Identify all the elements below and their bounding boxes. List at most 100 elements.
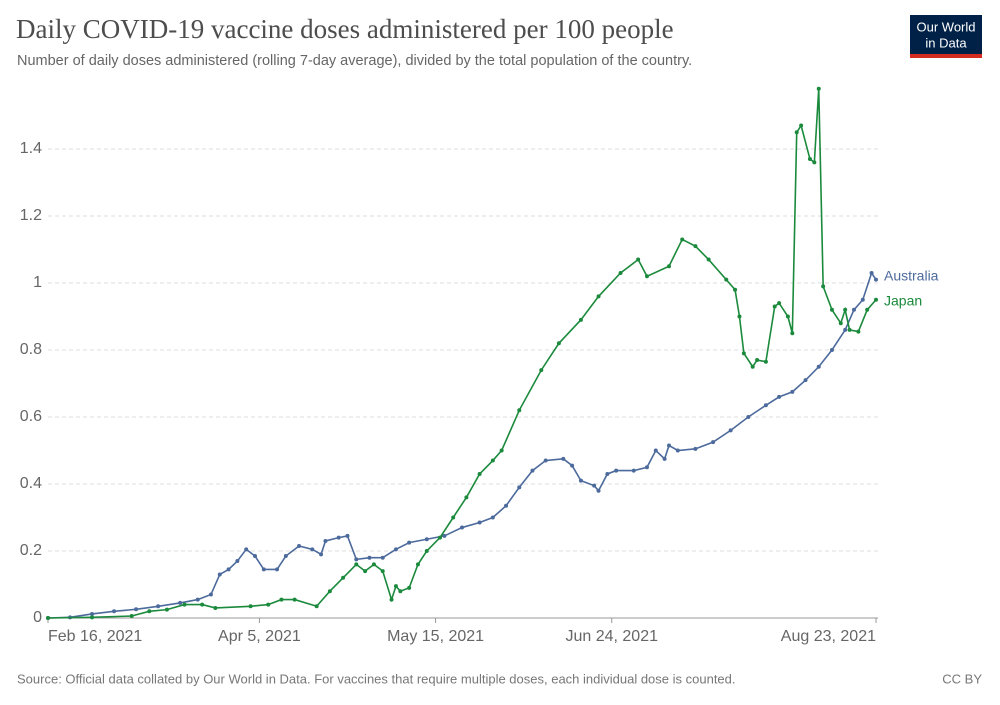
data-point <box>336 535 341 540</box>
data-point <box>680 237 685 242</box>
data-point <box>631 468 636 473</box>
data-point <box>799 123 804 128</box>
data-point <box>200 602 205 607</box>
data-point <box>499 448 504 453</box>
data-point <box>592 483 597 488</box>
data-point <box>164 607 169 612</box>
x-tick-label: Feb 16, 2021 <box>48 628 142 645</box>
chart-title: Daily COVID-19 vaccine doses administere… <box>16 14 674 44</box>
series-label: Australia <box>884 267 939 283</box>
data-point <box>605 471 610 476</box>
data-point <box>261 567 266 572</box>
data-point <box>292 597 297 602</box>
data-point <box>319 552 324 557</box>
data-point <box>195 597 200 602</box>
logo-bar <box>910 54 982 58</box>
data-point <box>517 485 522 490</box>
data-point <box>578 478 583 483</box>
data-point <box>341 575 346 580</box>
data-point <box>393 547 398 552</box>
data-point <box>865 307 870 312</box>
data-point <box>675 448 680 453</box>
y-tick-label: 0.4 <box>20 475 42 492</box>
data-point <box>711 440 716 445</box>
chart-subtitle: Number of daily doses administered (roll… <box>17 53 692 69</box>
data-point <box>667 264 671 269</box>
data-point <box>733 287 738 292</box>
data-point <box>460 525 464 530</box>
data-point <box>746 415 751 419</box>
data-point <box>464 495 469 500</box>
data-point <box>737 314 742 319</box>
data-point <box>644 465 649 470</box>
series-line <box>47 271 877 619</box>
data-point <box>596 488 601 493</box>
data-point <box>310 547 315 552</box>
data-point <box>570 463 575 468</box>
data-point <box>838 321 843 326</box>
data-point <box>790 389 795 394</box>
license: CC BY <box>942 671 982 686</box>
data-point <box>407 540 412 545</box>
data-point <box>644 274 649 279</box>
x-tick-label: Jun 24, 2021 <box>565 628 658 645</box>
data-point <box>578 317 583 322</box>
y-tick-label: 0.6 <box>20 408 42 425</box>
data-point <box>816 86 821 91</box>
data-point <box>829 307 834 312</box>
logo-text: Our World <box>917 19 976 34</box>
data-point <box>266 602 271 607</box>
data-point <box>248 604 253 609</box>
data-point <box>182 602 187 607</box>
data-point <box>371 562 376 567</box>
data-point <box>156 604 161 609</box>
y-tick-label: 1.2 <box>20 207 42 224</box>
data-point <box>283 554 288 559</box>
data-point <box>477 471 482 476</box>
data-point <box>477 520 482 525</box>
data-point <box>279 597 284 602</box>
data-point <box>763 359 768 364</box>
data-point <box>724 277 729 282</box>
data-point <box>794 130 799 135</box>
x-tick-label: May 15, 2021 <box>387 628 484 645</box>
data-point <box>636 257 641 262</box>
source-note: Source: Official data collated by Our Wo… <box>17 671 736 686</box>
data-point <box>367 555 372 560</box>
data-point <box>869 270 874 275</box>
data-point <box>504 503 509 508</box>
y-tick-label: 0.8 <box>20 341 42 358</box>
data-point <box>217 572 222 577</box>
data-point <box>706 257 711 262</box>
data-point <box>451 515 456 520</box>
data-point <box>178 600 183 605</box>
data-point <box>389 597 394 602</box>
data-point <box>653 448 658 453</box>
data-point <box>843 327 848 332</box>
data-point <box>874 277 878 282</box>
data-point <box>112 609 117 614</box>
data-point <box>618 270 623 275</box>
data-point <box>790 331 795 336</box>
data-point <box>847 327 852 332</box>
data-point <box>393 584 398 589</box>
data-point <box>380 569 385 574</box>
data-point <box>327 589 332 594</box>
data-point <box>843 307 848 312</box>
data-point <box>345 533 350 538</box>
data-point <box>543 458 548 463</box>
logo[interactable]: Our World in Data <box>910 15 982 58</box>
data-point <box>812 160 817 165</box>
data-point <box>539 368 544 373</box>
data-point <box>777 301 782 306</box>
series-line <box>47 88 877 619</box>
data-point <box>596 294 601 299</box>
data-point <box>398 589 403 594</box>
data-point <box>213 605 218 610</box>
data-point <box>363 569 368 574</box>
data-point <box>244 547 249 552</box>
data-point <box>667 443 671 448</box>
data-point <box>561 456 566 461</box>
data-point <box>90 615 95 620</box>
